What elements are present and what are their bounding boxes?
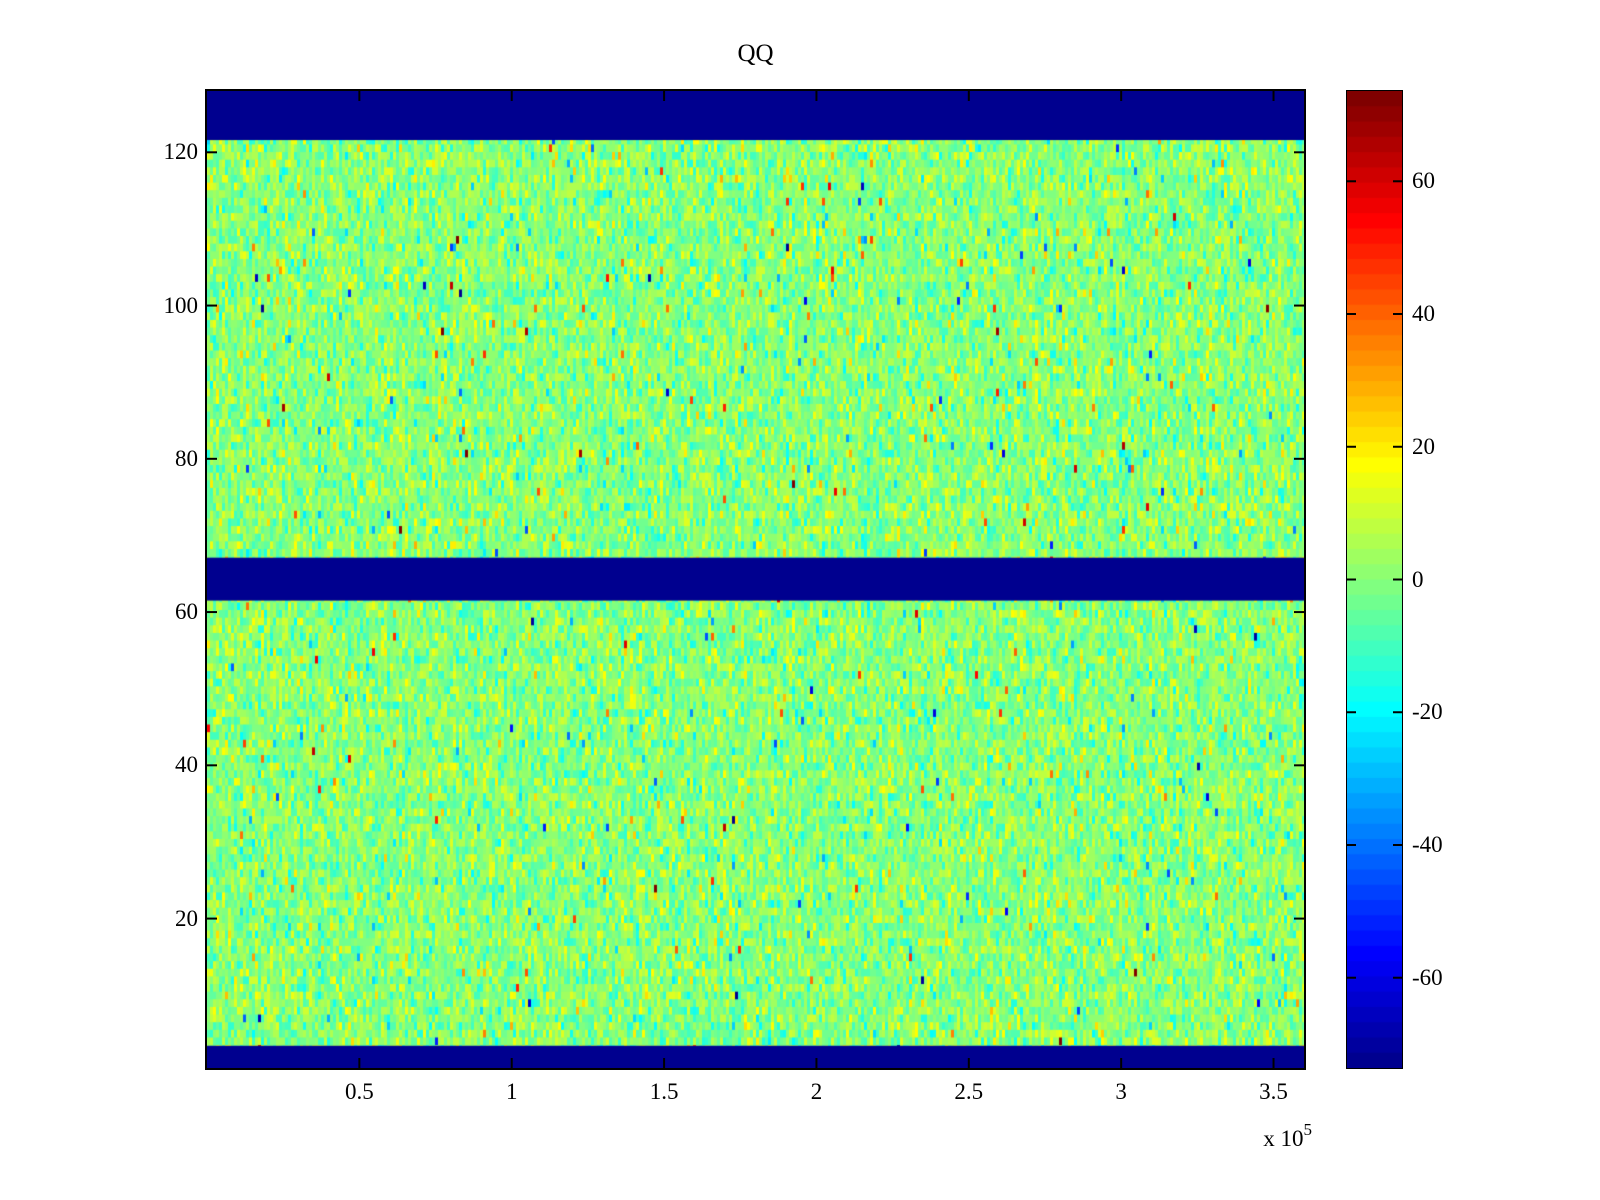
x-tick-label: 3 — [1115, 1079, 1127, 1104]
chart-title: QQ — [737, 40, 774, 67]
x-axis-exponent-label: x 105 — [1102, 1120, 1312, 1156]
x-axis-tick-labels: 0.5 1 1.5 2 2.5 3 3.5 — [207, 1078, 1304, 1108]
colorbar-ticks — [1347, 180, 1402, 979]
colorbar-tick-label: 60 — [1412, 168, 1435, 194]
x-tick-label: 1 — [505, 1079, 518, 1104]
x-tick-label: 2 — [810, 1079, 823, 1104]
y-axis-tick-labels: 20 40 60 80 100 120 — [0, 91, 199, 1068]
y-tick-label: 40 — [175, 752, 198, 778]
y-tick-label: 80 — [175, 445, 198, 471]
colorbar-tick-label: -60 — [1412, 964, 1443, 990]
x-axis-offset-exponent: 5 — [1303, 1120, 1313, 1139]
heatmap-image — [207, 91, 1304, 1068]
x-tick-label: 0.5 — [344, 1079, 374, 1104]
x-tick-label: 3.5 — [1259, 1079, 1288, 1104]
colorbar-tick-labels: 60 40 20 0 -20 -40 -60 — [1412, 91, 1532, 1068]
x-tick-label: 2.5 — [954, 1079, 984, 1104]
x-axis-offset-base: x 10 — [1263, 1126, 1304, 1151]
x-tick-label: 1.5 — [649, 1079, 679, 1104]
colorbar-tick-label: 0 — [1412, 566, 1424, 592]
y-tick-label: 120 — [163, 139, 199, 165]
colorbar-gradient — [1347, 91, 1402, 1068]
y-tick-label: 20 — [175, 905, 198, 931]
colorbar-tick-label: -40 — [1412, 831, 1443, 857]
axis-ticks — [207, 91, 1304, 1068]
colorbar-tick-label: -20 — [1412, 699, 1443, 725]
colorbar-tick-label: 20 — [1412, 433, 1435, 459]
y-tick-label: 60 — [175, 599, 198, 625]
colorbar-tick-label: 40 — [1412, 301, 1435, 326]
plot-area — [205, 89, 1306, 1070]
y-tick-label: 100 — [163, 292, 199, 318]
colorbar — [1346, 90, 1403, 1069]
